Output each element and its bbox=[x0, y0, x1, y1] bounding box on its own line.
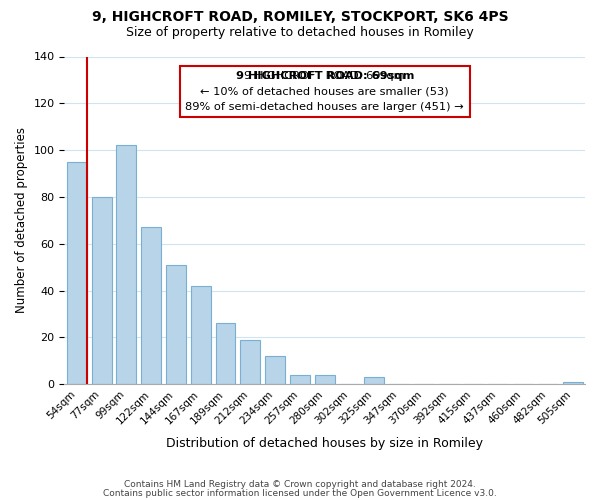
Bar bbox=[315, 375, 335, 384]
Bar bbox=[215, 324, 235, 384]
Bar bbox=[290, 375, 310, 384]
Bar bbox=[364, 377, 384, 384]
Bar bbox=[92, 197, 112, 384]
Bar bbox=[116, 146, 136, 384]
Y-axis label: Number of detached properties: Number of detached properties bbox=[15, 128, 28, 314]
Bar bbox=[191, 286, 211, 384]
Bar bbox=[563, 382, 583, 384]
Text: Contains HM Land Registry data © Crown copyright and database right 2024.: Contains HM Land Registry data © Crown c… bbox=[124, 480, 476, 489]
Bar bbox=[67, 162, 87, 384]
Bar bbox=[265, 356, 285, 384]
X-axis label: Distribution of detached houses by size in Romiley: Distribution of detached houses by size … bbox=[166, 437, 483, 450]
Text: Size of property relative to detached houses in Romiley: Size of property relative to detached ho… bbox=[126, 26, 474, 39]
Text: Contains public sector information licensed under the Open Government Licence v3: Contains public sector information licen… bbox=[103, 488, 497, 498]
Bar bbox=[141, 228, 161, 384]
Text: 9, HIGHCROFT ROAD, ROMILEY, STOCKPORT, SK6 4PS: 9, HIGHCROFT ROAD, ROMILEY, STOCKPORT, S… bbox=[92, 10, 508, 24]
Bar bbox=[166, 265, 186, 384]
Text: 9 HIGHCROFT ROAD: 69sqm: 9 HIGHCROFT ROAD: 69sqm bbox=[236, 71, 414, 81]
Bar bbox=[241, 340, 260, 384]
Text: 9 HIGHCROFT ROAD: 69sqm
← 10% of detached houses are smaller (53)
89% of semi-de: 9 HIGHCROFT ROAD: 69sqm ← 10% of detache… bbox=[185, 71, 464, 112]
